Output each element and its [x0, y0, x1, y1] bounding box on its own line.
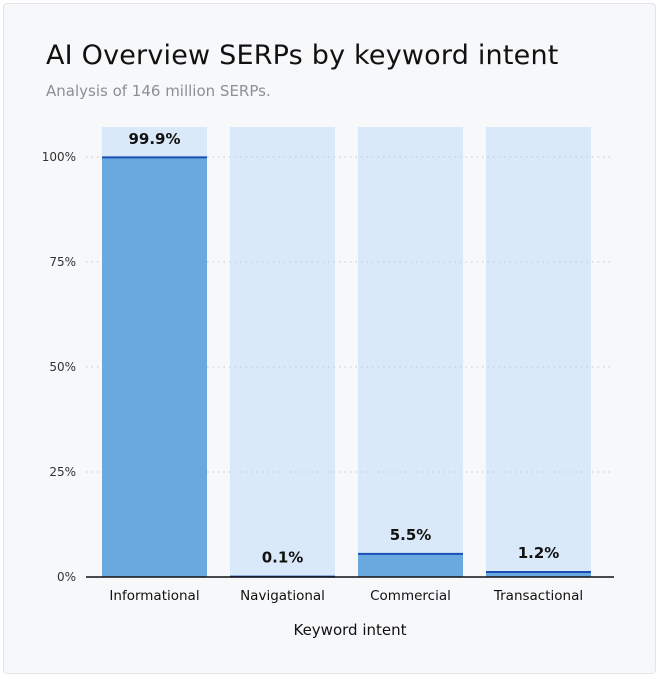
- bar: [102, 157, 207, 578]
- bar: [486, 571, 591, 577]
- x-tick-label: Navigational: [240, 588, 325, 604]
- y-tick-label: 0%: [57, 570, 76, 584]
- data-label: 99.9%: [128, 130, 180, 148]
- chart-title: AI Overview SERPs by keyword intent: [46, 40, 559, 71]
- y-tick-labels: 0% 25% 50% 75% 100%: [42, 150, 76, 584]
- x-tick-labels: Informational Navigational Commercial Trans…: [109, 588, 583, 604]
- x-tick-label: Informational: [109, 588, 199, 604]
- x-axis-title: Keyword intent: [293, 621, 406, 639]
- background-column: [358, 127, 463, 577]
- bars: [102, 156, 591, 578]
- background-column: [230, 127, 335, 577]
- chart-subtitle: Analysis of 146 million SERPs.: [46, 82, 271, 100]
- x-tick-label: Commercial: [370, 588, 451, 604]
- y-tick-label: 100%: [42, 150, 76, 164]
- data-label: 1.2%: [518, 544, 560, 562]
- background-column: [486, 127, 591, 577]
- y-tick-label: 25%: [49, 465, 76, 479]
- bar: [358, 553, 463, 577]
- data-label: 0.1%: [262, 549, 304, 567]
- data-label: 5.5%: [390, 526, 432, 544]
- data-labels: 99.9% 0.1% 5.5% 1.2%: [128, 130, 559, 567]
- y-tick-label: 50%: [49, 360, 76, 374]
- y-tick-label: 75%: [49, 255, 76, 269]
- x-tick-label: Transactional: [493, 588, 583, 604]
